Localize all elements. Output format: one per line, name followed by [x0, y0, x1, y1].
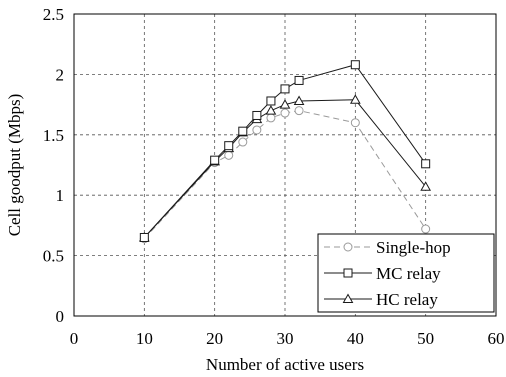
- single-hop-line: [143, 110, 427, 240]
- hc-relay-point: [349, 94, 361, 104]
- y-axis-ticks: 0 0.5 1 1.5 2 2.5: [43, 5, 64, 326]
- legend-label-hc-relay: HC relay: [376, 290, 438, 309]
- y-tick-label: 0.5: [43, 247, 64, 266]
- single-hop-point: [350, 118, 360, 128]
- mc-relay-point: [252, 110, 262, 120]
- legend: Single-hop MC relay HC relay: [317, 233, 495, 313]
- single-hop-point: [252, 125, 262, 135]
- x-axis-ticks: 0 10 20 30 40 50 60: [70, 329, 505, 348]
- legend-label-mc-relay: MC relay: [376, 264, 441, 283]
- y-tick-label: 0: [56, 307, 65, 326]
- x-tick-label: 30: [277, 329, 294, 348]
- plot-area-frame: [73, 13, 497, 317]
- mc-relay-point: [350, 60, 360, 70]
- single-hop-point: [421, 224, 431, 234]
- legend-marker-single-hop: [343, 242, 353, 252]
- hc-relay-point: [420, 181, 432, 191]
- mc-relay-point: [210, 155, 220, 165]
- hc-relay-line: [143, 99, 427, 238]
- hc-relay-point: [265, 105, 277, 115]
- hc-relay-point: [279, 99, 291, 109]
- single-hop-point: [224, 150, 234, 160]
- series-single-hop: [139, 106, 431, 244]
- single-hop-point: [238, 137, 248, 147]
- mc-relay-point: [294, 75, 304, 85]
- series-mc-relay: [139, 60, 431, 242]
- mc-relay-point: [280, 84, 290, 94]
- legend-marker-mc-relay: [343, 268, 353, 278]
- mc-relay-point: [139, 232, 149, 242]
- y-tick-label: 1.5: [43, 126, 64, 145]
- x-tick-label: 20: [206, 329, 223, 348]
- x-tick-label: 0: [70, 329, 79, 348]
- y-tick-label: 2.5: [43, 5, 64, 24]
- x-tick-label: 40: [347, 329, 364, 348]
- legend-label-single-hop: Single-hop: [376, 238, 451, 257]
- x-tick-label: 10: [136, 329, 153, 348]
- x-tick-label: 50: [417, 329, 434, 348]
- mc-relay-point: [266, 96, 276, 106]
- single-hop-point: [280, 108, 290, 118]
- y-axis-label: Cell goodput (Mbps): [5, 94, 24, 237]
- mc-relay-point: [238, 126, 248, 136]
- single-hop-point: [266, 113, 276, 123]
- x-tick-label: 60: [488, 329, 505, 348]
- mc-relay-point: [421, 159, 431, 169]
- mc-relay-point: [224, 141, 234, 151]
- legend-marker-hc-relay: [342, 293, 354, 303]
- series-group: [138, 60, 432, 244]
- y-tick-label: 1: [56, 186, 65, 205]
- hc-relay-point: [293, 95, 305, 105]
- single-hop-point: [294, 106, 304, 116]
- x-axis-label: Number of active users: [206, 355, 364, 374]
- mc-relay-line: [143, 64, 427, 238]
- y-tick-label: 2: [56, 65, 65, 84]
